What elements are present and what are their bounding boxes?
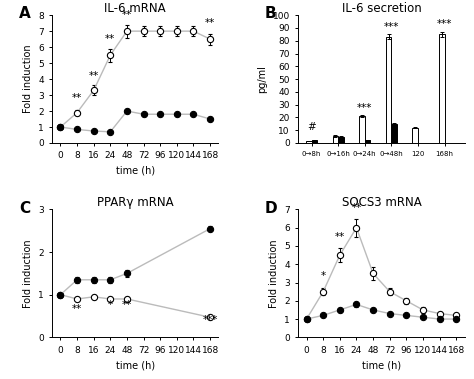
Text: **: **: [72, 93, 82, 103]
Text: **: **: [351, 203, 362, 213]
Bar: [392, 124, 397, 143]
Bar: [439, 34, 445, 143]
Title: PPARγ mRNA: PPARγ mRNA: [97, 196, 173, 210]
Y-axis label: pg/ml: pg/ml: [257, 65, 267, 93]
Text: **: **: [335, 232, 345, 242]
Text: **: **: [122, 300, 132, 310]
Text: **: **: [72, 304, 82, 314]
Text: D: D: [265, 200, 278, 216]
Text: **: **: [105, 34, 116, 44]
Text: **: **: [89, 70, 99, 81]
Text: A: A: [19, 6, 31, 21]
Text: #: #: [307, 122, 316, 132]
Text: **: **: [122, 10, 132, 20]
Text: *: *: [320, 271, 326, 281]
X-axis label: time (h): time (h): [116, 166, 155, 176]
Y-axis label: Fold induction: Fold induction: [22, 239, 33, 308]
Text: ***: ***: [357, 103, 373, 113]
Text: *: *: [108, 300, 113, 310]
X-axis label: time (h): time (h): [116, 360, 155, 370]
Text: C: C: [19, 200, 30, 216]
Text: ***: ***: [202, 315, 218, 326]
Text: **: **: [205, 18, 215, 28]
Text: ***: ***: [383, 22, 399, 32]
Bar: [365, 141, 370, 143]
Text: B: B: [265, 6, 277, 21]
Bar: [338, 136, 344, 143]
Bar: [333, 136, 338, 143]
X-axis label: time (h): time (h): [362, 360, 401, 370]
Bar: [412, 128, 418, 143]
Bar: [386, 37, 392, 143]
Title: IL-6 mRNA: IL-6 mRNA: [104, 2, 166, 15]
Title: SOCS3 mRNA: SOCS3 mRNA: [341, 196, 421, 210]
Y-axis label: Fold induction: Fold induction: [269, 239, 279, 308]
Title: IL-6 secretion: IL-6 secretion: [341, 2, 421, 15]
Bar: [359, 116, 365, 143]
Bar: [311, 141, 317, 143]
Text: ***: ***: [437, 19, 452, 28]
Y-axis label: Fold induction: Fold induction: [22, 45, 33, 113]
Bar: [306, 141, 311, 143]
